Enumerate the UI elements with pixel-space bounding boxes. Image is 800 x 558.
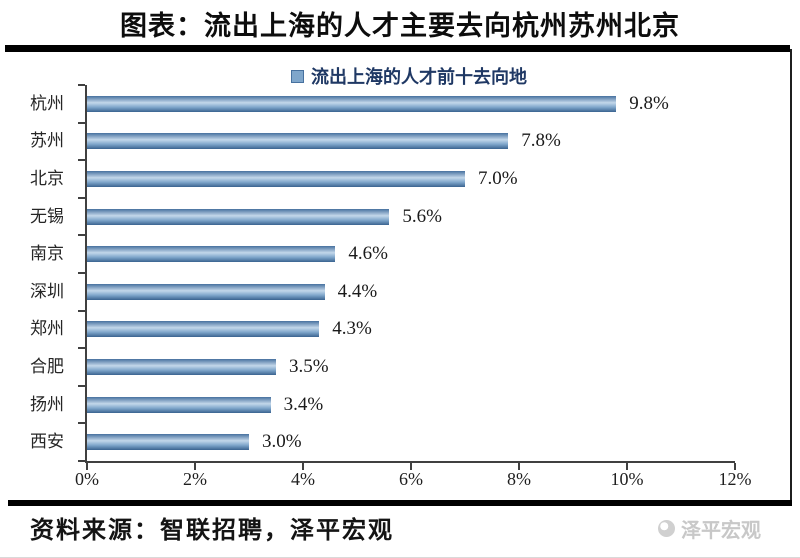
category-label: 合肥 [30,357,64,376]
x-axis-label: 4% [291,469,315,489]
value-label: 3.0% [262,431,302,453]
title-divider [5,45,790,52]
footer-divider [8,500,792,506]
value-label: 4.6% [348,243,388,265]
x-axis-tick [410,463,412,470]
plot-area: 杭州 9.8% 苏州 7.8% 北京 7.0% 无锡 5.6% 南京 4.6% 深圳 4.4% 郑州 4.… [30,84,752,489]
whale-logo-icon [658,520,675,537]
right-border-line [790,49,792,506]
x-axis-label: 12% [718,469,752,489]
x-axis-tick [302,463,304,470]
page-title: 图表：流出上海的人才主要去向杭州苏州北京 [120,11,680,41]
value-label: 4.4% [337,280,378,302]
y-axis-tick [78,159,85,162]
category-label: 深圳 [30,281,64,301]
y-axis-tick [78,460,85,462]
bar [87,396,271,413]
bar [87,359,276,375]
bar [87,283,325,300]
x-axis-tick [734,463,736,470]
bar [87,321,320,338]
category-label: 西安 [30,432,64,452]
x-axis-label: 0% [75,469,99,489]
bar [87,246,336,263]
y-axis-tick [78,84,85,86]
value-label: 7.8% [521,130,561,152]
category-label: 扬州 [30,394,64,414]
y-axis-tick [78,309,85,312]
x-axis-tick [626,463,628,470]
category-label: 苏州 [30,131,64,151]
y-axis-tick [78,272,85,274]
value-label: 7.0% [478,168,518,189]
category-label: 杭州 [30,93,64,113]
bar [87,171,465,187]
bar [87,95,617,112]
y-axis-tick [78,234,85,237]
x-axis-label: 6% [399,469,423,489]
y-axis-tick [78,384,85,387]
category-label: 无锡 [30,206,64,226]
source-text: 资料来源：智联招聘，泽平宏观 [30,518,394,544]
x-axis-tick [86,463,88,470]
y-axis-tick [78,121,85,124]
watermark-label: 泽平宏观 [681,520,761,542]
x-axis-tick [518,463,520,470]
y-axis-tick [78,347,85,350]
category-label: 南京 [30,244,64,264]
y-axis-tick [78,422,85,425]
bar [87,133,509,150]
legend-swatch-icon [291,69,304,83]
category-label: 北京 [30,169,64,188]
watermark-logo: 泽平宏观 [658,514,761,543]
x-axis-label: 2% [183,469,207,489]
value-label: 3.5% [289,356,329,377]
y-axis-tick [78,196,85,199]
x-axis-label: 10% [610,469,644,489]
value-label: 5.6% [402,205,442,227]
value-label: 9.8% [629,92,669,114]
bar [87,208,390,225]
x-axis-label: 8% [507,469,531,489]
value-label: 4.3% [332,318,372,340]
bar [87,434,249,451]
chart-legend: 流出上海的人才前十去向地 [85,63,733,89]
x-axis-tick [194,463,196,470]
category-label: 郑州 [30,319,64,339]
legend-label: 流出上海的人才前十去向地 [311,67,527,87]
value-label: 3.4% [283,393,324,415]
